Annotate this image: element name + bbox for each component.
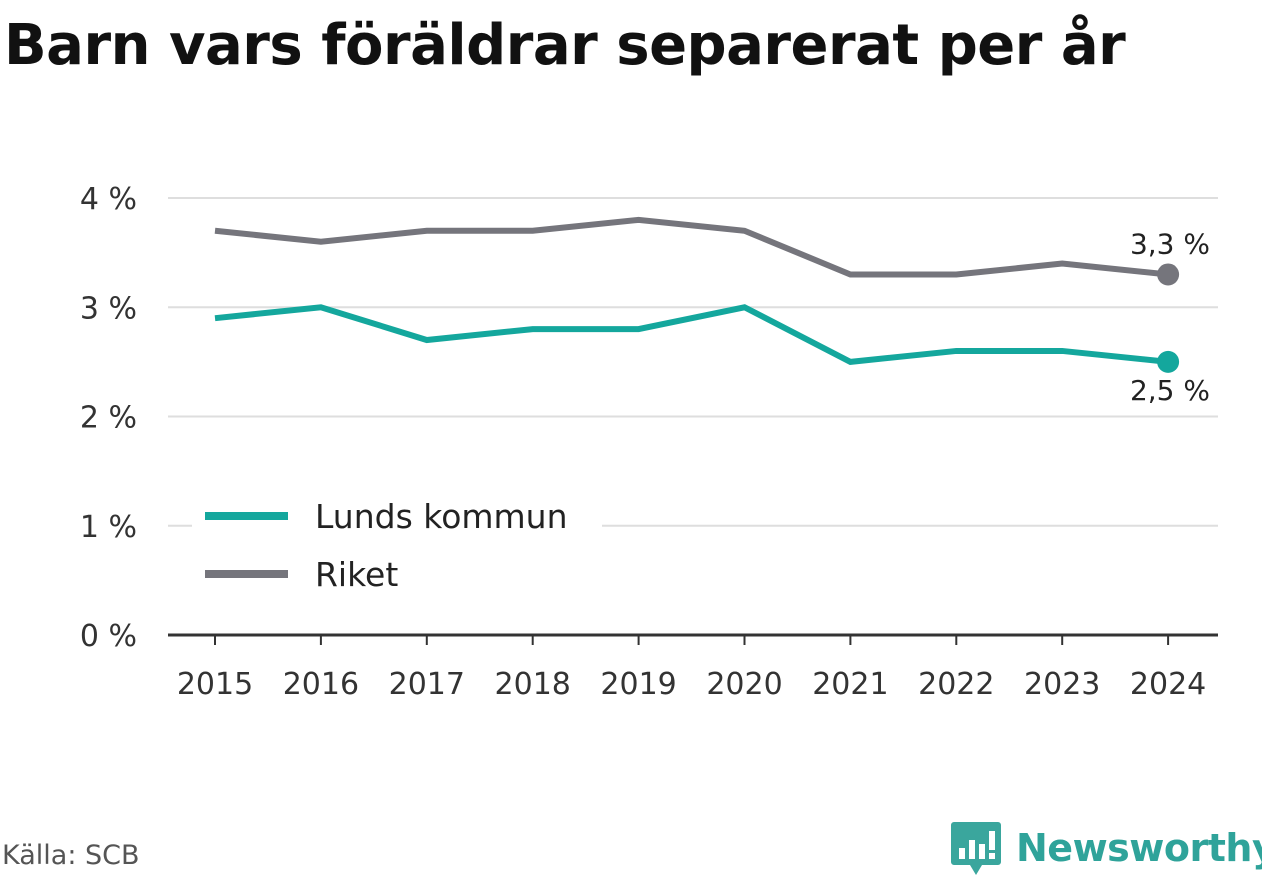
x-tick-label: 2016 bbox=[283, 667, 359, 702]
end-point-marker bbox=[1157, 263, 1180, 286]
x-tick-label: 2020 bbox=[706, 667, 782, 702]
x-tick-label: 2023 bbox=[1024, 667, 1100, 702]
x-tick-label: 2015 bbox=[177, 667, 253, 702]
y-tick-label: 4 % bbox=[80, 182, 137, 217]
legend-background bbox=[192, 488, 602, 600]
x-tick-label: 2017 bbox=[389, 667, 465, 702]
end-value-label: 3,3 % bbox=[1130, 227, 1210, 260]
series-line bbox=[214, 304, 1169, 365]
x-tick-label: 2018 bbox=[495, 667, 571, 702]
x-tick-label: 2021 bbox=[812, 667, 888, 702]
newsworthy-logo-icon bbox=[951, 822, 1001, 875]
end-labels: 2,5 % 3,3 % bbox=[1130, 227, 1210, 406]
source-note: Källa: SCB bbox=[2, 840, 140, 871]
end-value-label: 2,5 % bbox=[1130, 374, 1210, 407]
gridlines bbox=[168, 197, 1218, 527]
x-tick-label: 2022 bbox=[918, 667, 994, 702]
legend-label: Lunds kommun bbox=[315, 497, 568, 536]
legend: Lunds kommun Riket bbox=[192, 488, 602, 600]
legend-label: Riket bbox=[315, 555, 398, 594]
x-axis: 2015 2016 2017 2018 2019 2020 2021 2022 2023 2024 bbox=[177, 635, 1206, 702]
y-tick-label: 3 % bbox=[80, 291, 137, 326]
brand-logo: Newsworthy bbox=[950, 818, 1262, 878]
y-tick-label: 0 % bbox=[80, 619, 137, 654]
end-point-marker bbox=[1157, 350, 1180, 373]
chart-title: Barn vars föräldrar separerat per år bbox=[4, 13, 1126, 78]
brand-name: Newsworthy bbox=[1016, 826, 1262, 870]
y-axis: 0 % 1 % 2 % 3 % 4 % bbox=[80, 182, 137, 654]
series-line bbox=[214, 216, 1169, 278]
line-chart: 0 % 1 % 2 % 3 % 4 % 2015 2016 2017 2018 2019 2020… bbox=[80, 182, 1218, 702]
y-tick-label: 2 % bbox=[80, 401, 137, 436]
x-tick-label: 2019 bbox=[600, 667, 676, 702]
x-tick-label: 2024 bbox=[1130, 667, 1206, 702]
series-layer bbox=[214, 216, 1180, 373]
y-tick-label: 1 % bbox=[80, 510, 137, 545]
